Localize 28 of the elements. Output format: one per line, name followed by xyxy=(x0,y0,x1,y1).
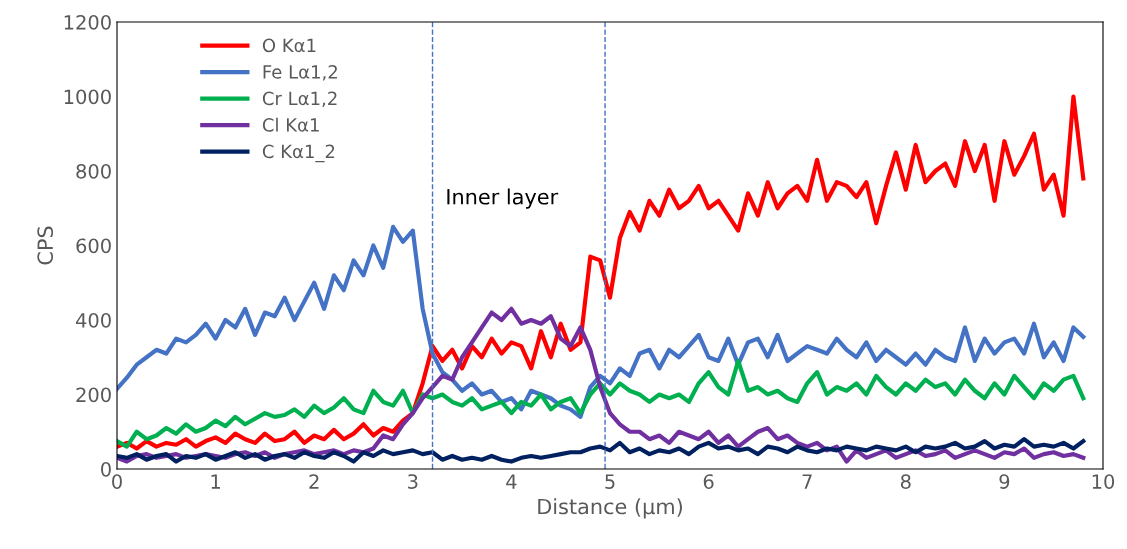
y-axis-title: CPS xyxy=(37,226,54,265)
x-tick-label: 5 xyxy=(605,474,615,489)
y-tick-label: 1200 xyxy=(64,14,111,30)
y-tick-label: 600 xyxy=(76,238,111,254)
x-tick-label: 1 xyxy=(211,474,220,489)
legend-label: Fe Lα1,2 xyxy=(263,65,337,81)
x-tick-label: 8 xyxy=(900,474,911,489)
y-tick-label: 1000 xyxy=(64,89,111,105)
annotation: Inner layer xyxy=(447,188,559,209)
y-tick-label: 200 xyxy=(76,387,111,403)
x-tick-label: 4 xyxy=(506,474,517,489)
legend-label: O Kα1 xyxy=(262,38,316,53)
y-tick-label: 800 xyxy=(76,163,111,179)
x-axis-title: Distance (μm) xyxy=(538,498,682,519)
x-tick-label: 10 xyxy=(1092,474,1115,489)
x-tick-label: 0 xyxy=(112,474,122,489)
y-tick-label: 0 xyxy=(101,461,111,477)
legend-label: Cr Lα1,2 xyxy=(262,91,337,108)
x-tick-label: 6 xyxy=(703,474,714,489)
legend-label: Cl Kα1 xyxy=(262,117,319,132)
x-tick-label: 7 xyxy=(802,474,812,489)
x-tick-label: 2 xyxy=(309,474,319,489)
legend-label: C Kα1_2 xyxy=(262,144,335,163)
y-tick-label: 400 xyxy=(75,312,111,328)
line-series xyxy=(117,437,1086,464)
line-series xyxy=(117,358,1086,449)
x-tick-label: 3 xyxy=(408,474,418,489)
x-tick-label: 9 xyxy=(999,474,1010,489)
